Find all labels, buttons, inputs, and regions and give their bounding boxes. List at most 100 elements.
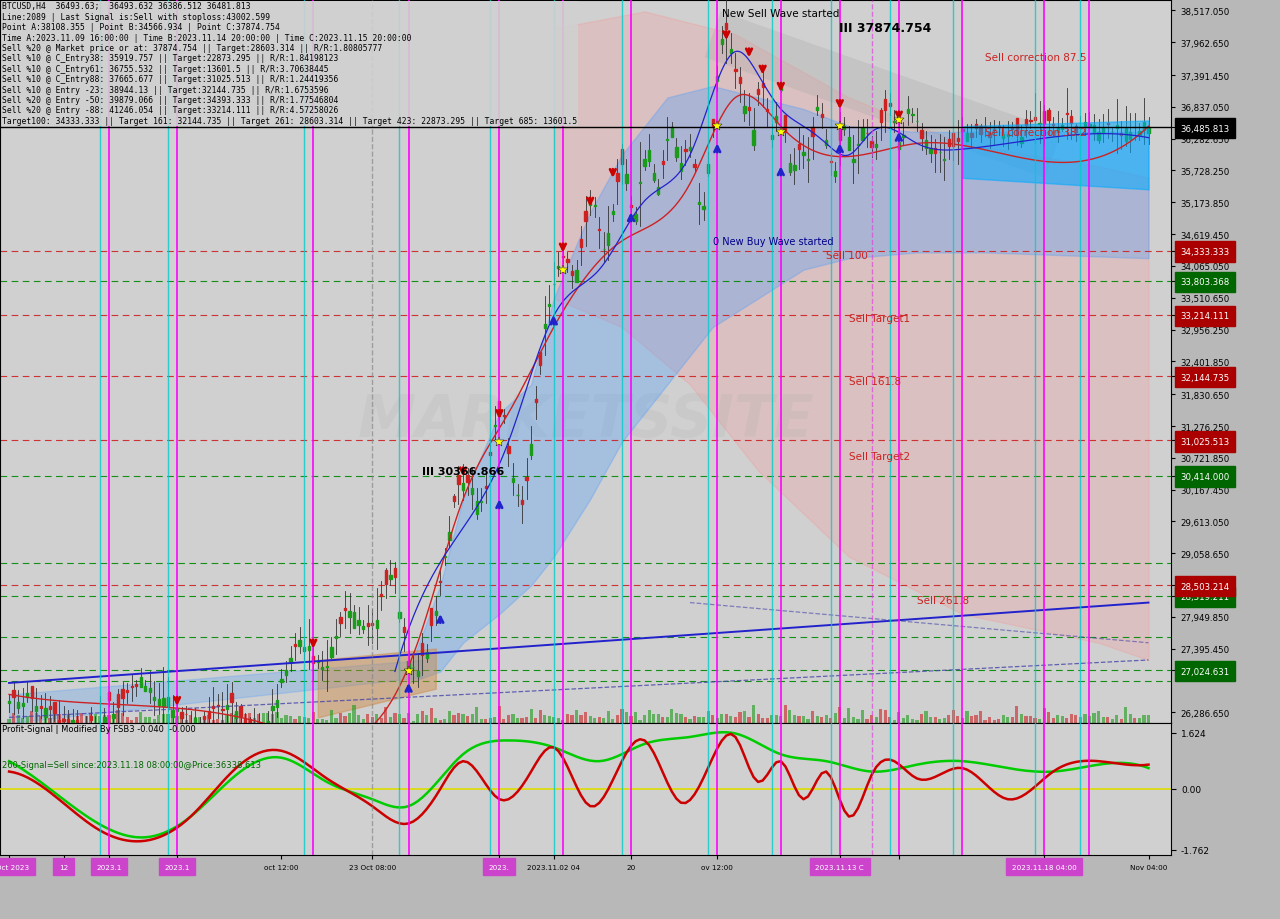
Bar	[152, 720, 156, 723]
Bar	[157, 698, 160, 706]
Bar	[12, 713, 15, 723]
Bar	[906, 109, 909, 114]
Bar	[252, 718, 256, 723]
Bar	[956, 717, 960, 723]
Bar	[530, 709, 532, 723]
Bar	[842, 718, 846, 723]
Bar	[712, 715, 714, 723]
Bar	[271, 707, 274, 710]
Bar	[911, 720, 914, 723]
Bar	[257, 734, 260, 739]
Bar	[293, 720, 297, 723]
Bar	[576, 271, 577, 283]
Bar	[198, 723, 201, 726]
Bar	[239, 711, 242, 723]
Bar	[662, 718, 664, 723]
Bar	[852, 160, 855, 164]
Bar	[698, 717, 700, 723]
Bar	[357, 620, 360, 625]
Bar	[1093, 126, 1096, 134]
Bar	[321, 719, 324, 723]
Bar	[879, 709, 882, 723]
Bar	[1065, 719, 1069, 723]
Bar	[543, 715, 547, 723]
Bar	[721, 40, 723, 45]
Bar	[448, 710, 451, 723]
Bar	[26, 716, 29, 723]
Bar	[1025, 119, 1027, 126]
Bar	[54, 702, 55, 713]
Bar	[163, 698, 165, 706]
Bar	[870, 142, 873, 148]
Bar	[67, 714, 69, 723]
Bar	[40, 716, 42, 723]
Bar	[516, 718, 520, 723]
Bar	[248, 720, 251, 726]
Bar	[1124, 707, 1128, 723]
Bar	[756, 90, 759, 96]
Bar	[756, 714, 760, 723]
Bar	[184, 720, 188, 723]
Bar	[444, 557, 445, 558]
Bar	[1002, 715, 1005, 723]
Bar	[275, 700, 278, 708]
Bar	[735, 70, 736, 72]
Bar	[1006, 718, 1010, 723]
Bar	[852, 717, 855, 723]
Bar	[348, 713, 351, 723]
Bar	[616, 715, 620, 723]
Bar	[125, 690, 128, 693]
Bar	[357, 715, 360, 723]
Bar	[225, 705, 228, 709]
Bar	[771, 715, 773, 723]
Bar	[785, 116, 786, 132]
Bar	[302, 718, 306, 723]
Bar	[40, 706, 42, 708]
Bar	[380, 595, 383, 596]
Bar	[1125, 130, 1126, 142]
Bar	[462, 714, 465, 723]
Bar	[870, 715, 873, 723]
Bar	[448, 532, 451, 540]
Bar	[557, 719, 559, 723]
Bar	[221, 720, 224, 723]
Bar	[1138, 718, 1140, 723]
Bar	[266, 713, 269, 723]
Bar	[803, 153, 805, 155]
Bar	[788, 164, 791, 173]
Bar	[72, 720, 74, 722]
Bar	[485, 486, 486, 488]
Bar	[161, 714, 165, 723]
Bar	[84, 724, 87, 731]
Bar	[1038, 719, 1041, 723]
Bar	[471, 714, 474, 723]
Bar	[22, 703, 24, 707]
Bar	[657, 187, 659, 195]
Bar	[325, 720, 329, 723]
Bar	[698, 203, 700, 205]
Bar	[195, 719, 196, 722]
Bar	[172, 713, 174, 723]
Bar	[271, 715, 274, 723]
Bar	[997, 720, 1000, 723]
Bar	[562, 720, 564, 723]
Bar	[607, 711, 609, 723]
Bar	[535, 400, 536, 403]
Bar	[694, 165, 696, 167]
Bar	[974, 715, 978, 723]
Bar	[684, 717, 687, 723]
Bar	[1115, 715, 1119, 723]
Bar	[1106, 717, 1110, 723]
Bar	[243, 714, 247, 723]
Bar	[1047, 110, 1050, 121]
Bar	[970, 716, 973, 723]
Bar	[716, 718, 719, 723]
Bar	[366, 715, 370, 723]
Bar	[193, 718, 197, 723]
Bar	[489, 718, 492, 723]
Bar	[888, 104, 891, 107]
Bar	[394, 568, 396, 577]
Bar	[521, 500, 524, 504]
Bar	[20, 719, 24, 723]
Bar	[707, 165, 709, 174]
